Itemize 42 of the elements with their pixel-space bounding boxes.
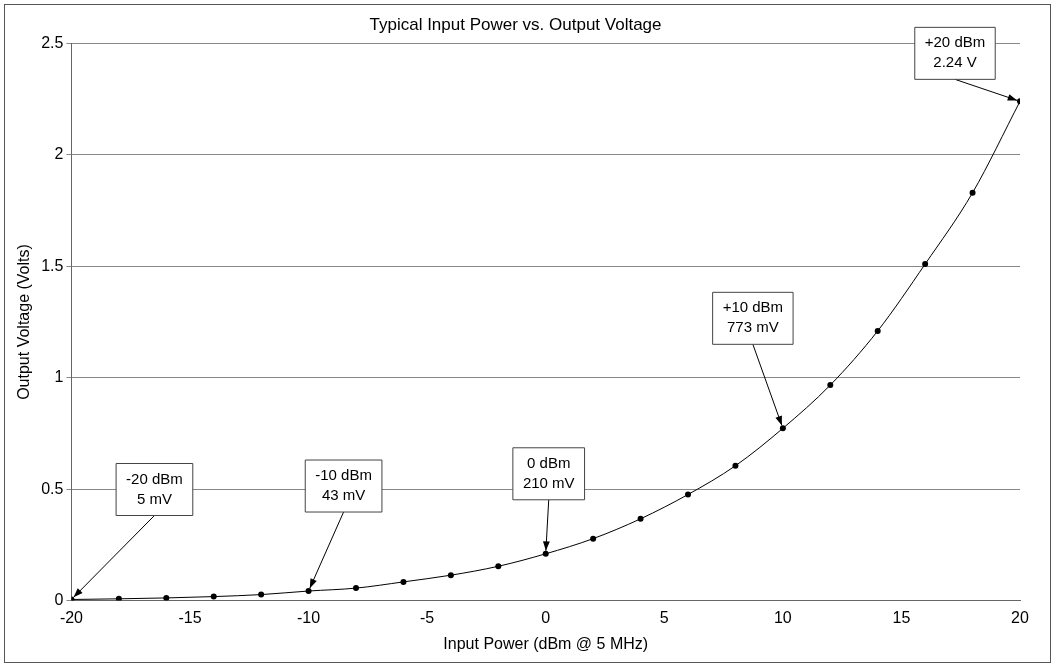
point [400, 578, 407, 585]
y-axis-title: Output Voltage (Volts) [15, 244, 33, 400]
point [779, 425, 786, 432]
x-tick-label: -10 [297, 608, 321, 626]
x-tick-label: -5 [420, 608, 435, 626]
point [447, 572, 454, 579]
y-tick-label: 0.5 [41, 479, 64, 497]
x-tick-label: 10 [773, 608, 792, 626]
chart-title: Typical Input Power vs. Output Voltage [369, 14, 662, 34]
point [590, 535, 597, 542]
x-tick-label: 20 [1011, 608, 1029, 626]
y-tick-label: 2 [54, 145, 64, 163]
y-tick-label: 2.5 [41, 33, 64, 51]
y-tick-label: 0 [54, 591, 64, 609]
x-tick-label: 5 [659, 608, 669, 626]
point [305, 588, 312, 595]
point [495, 563, 502, 570]
annotation: -10 dBm 43 mV [315, 466, 372, 504]
x-tick-label: 15 [892, 608, 911, 626]
annotation: 0 dBm 210 mV [522, 453, 575, 491]
point [874, 327, 881, 334]
y-tick-label: 1.5 [41, 256, 64, 274]
y-tick-label: 1 [54, 368, 64, 386]
x-tick-label: -15 [178, 608, 202, 626]
annotation: +10 dBm 773 mV [722, 298, 784, 336]
point [732, 462, 739, 469]
point [969, 189, 976, 196]
annotation: +20 dBm 2.24 V [924, 33, 986, 71]
x-tick-label: 0 [541, 608, 551, 626]
point [685, 491, 692, 498]
point [163, 594, 170, 601]
point [542, 550, 549, 557]
point [353, 585, 360, 592]
annotation: -20 dBm 5 mV [126, 469, 183, 507]
point [115, 595, 122, 601]
point [210, 593, 217, 600]
x-axis-title: Input Power (dBm @ 5 MHz) [443, 634, 649, 652]
point [258, 591, 265, 598]
point [922, 261, 929, 268]
point [637, 515, 644, 522]
point [827, 382, 834, 389]
x-tick-label: -20 [59, 608, 84, 626]
